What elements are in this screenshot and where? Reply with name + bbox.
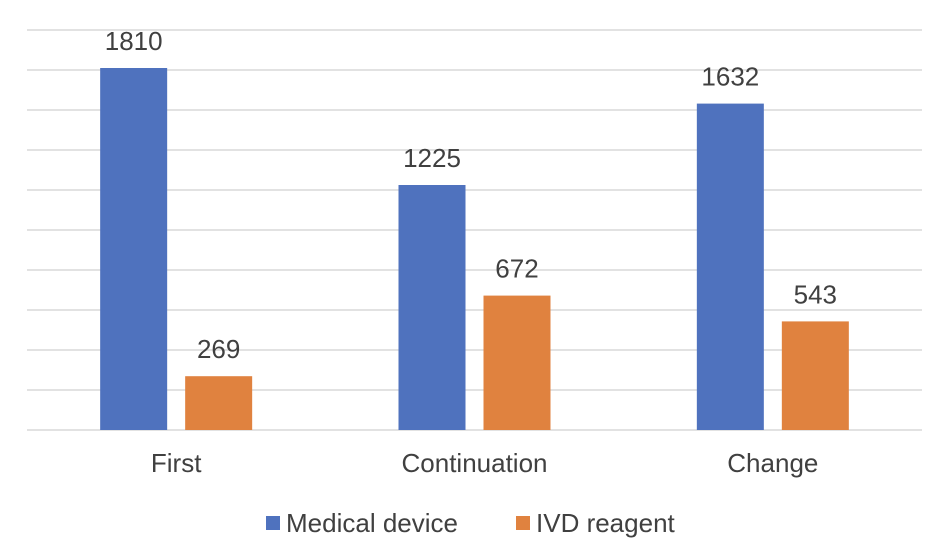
bar-medical-device <box>696 103 764 430</box>
category-label: First <box>151 448 202 478</box>
data-label: 1225 <box>403 143 461 173</box>
legend-item: IVD reagent <box>516 508 676 538</box>
category-label: Continuation <box>402 448 548 478</box>
legend: Medical device IVD reagent <box>266 508 676 538</box>
category-labels: First Continuation Change <box>151 448 818 478</box>
data-label: 672 <box>495 254 538 284</box>
legend-item: Medical device <box>266 508 458 538</box>
data-label: 1810 <box>105 26 163 56</box>
legend-swatch <box>266 516 280 530</box>
bar-ivd-reagent <box>781 321 849 430</box>
bar-ivd-reagent <box>483 295 551 430</box>
bar-ivd-reagent <box>185 376 253 430</box>
data-label: 543 <box>794 279 837 309</box>
bars <box>100 68 849 430</box>
legend-swatch <box>516 516 530 530</box>
data-labels: 1810 269 1225 672 1632 543 <box>105 26 837 364</box>
bar-medical-device <box>100 68 168 430</box>
gridlines <box>27 29 922 431</box>
data-label: 269 <box>197 334 240 364</box>
legend-label: IVD reagent <box>536 508 676 538</box>
category-label: Change <box>727 448 818 478</box>
legend-label: Medical device <box>286 508 458 538</box>
bar-medical-device <box>398 185 466 430</box>
data-label: 1632 <box>701 62 759 92</box>
